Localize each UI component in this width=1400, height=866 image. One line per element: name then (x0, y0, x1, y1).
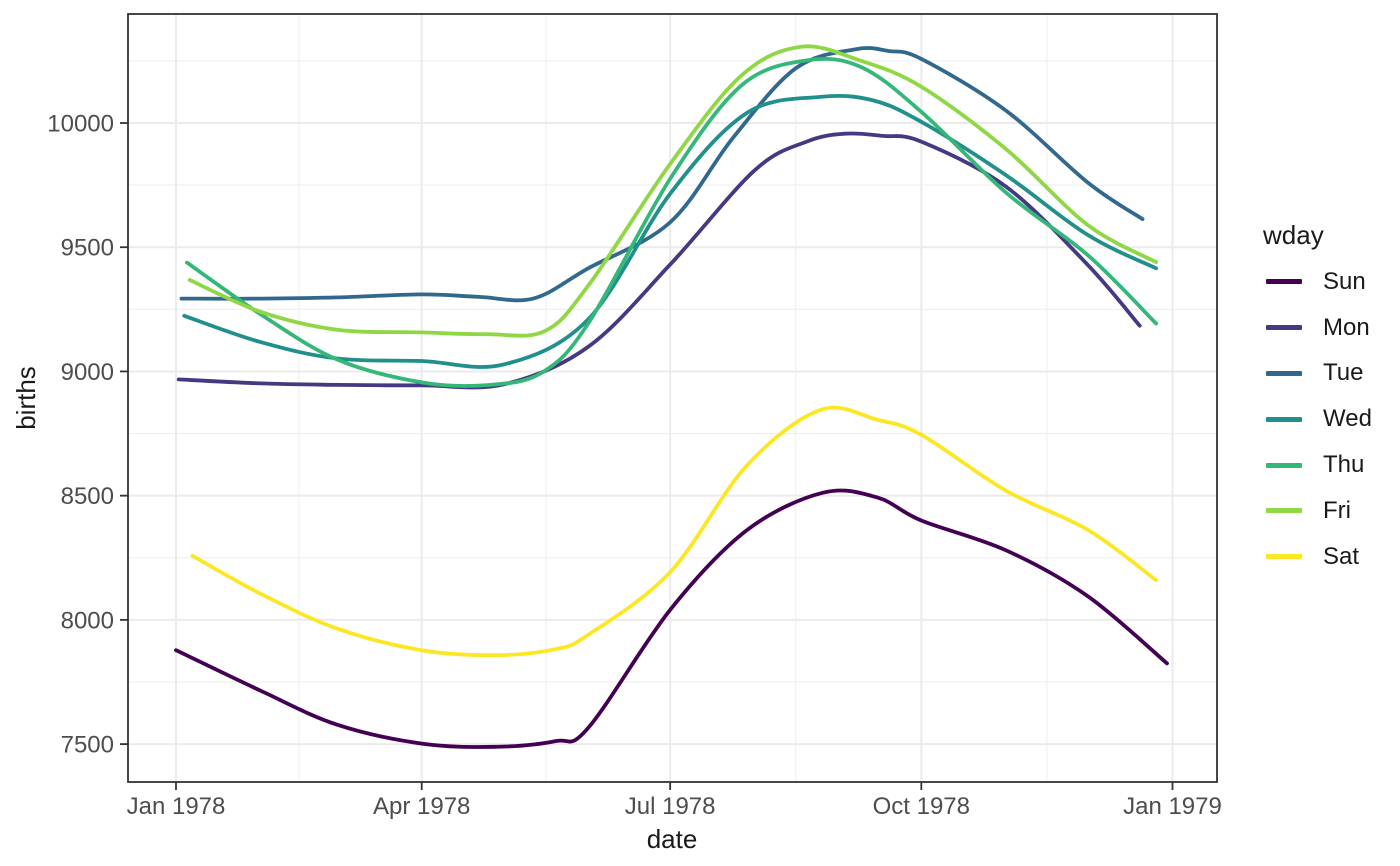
legend-key-line-thu (1266, 462, 1302, 468)
legend-item-sun: Sun (1263, 259, 1372, 305)
series-line-sat (190, 405, 1158, 658)
legend-item-label: Wed (1323, 405, 1372, 433)
series-line-thu (185, 56, 1158, 388)
legend-key-line-tue (1266, 370, 1302, 376)
legend-item-label: Fri (1323, 496, 1351, 524)
legend-items: Sun Mon Tue Wed Thu Fri Sat (1263, 259, 1372, 580)
legend-key-line-mon (1266, 325, 1302, 331)
y-axis-title: births (11, 366, 41, 430)
legend-key-line-sat (1266, 554, 1302, 560)
y-tick-label: 10000 (47, 110, 114, 137)
x-tick-label: Oct 1978 (873, 793, 970, 820)
x-tick-label: Apr 1978 (373, 793, 470, 820)
legend-item-label: Sun (1323, 267, 1366, 295)
legend-item-mon: Mon (1263, 305, 1372, 351)
series-line-fri (187, 44, 1158, 338)
series-line-wed (182, 94, 1158, 369)
series-line-tue (179, 46, 1145, 303)
legend-item-tue: Tue (1263, 351, 1372, 397)
legend-item-thu: Thu (1263, 442, 1372, 488)
legend-key-line-fri (1266, 508, 1302, 514)
panel-background (128, 14, 1217, 782)
x-tick-label: Jan 1979 (1123, 793, 1222, 820)
y-tick-label: 7500 (61, 731, 114, 758)
legend-item-wed: Wed (1263, 396, 1372, 442)
y-tick-label: 9000 (61, 359, 114, 386)
legend-title: wday (1263, 220, 1324, 250)
legend-item-label: Thu (1323, 451, 1365, 479)
x-axis-title: date (646, 824, 698, 854)
legend-item-label: Tue (1323, 359, 1364, 387)
y-tick-label: 8000 (61, 607, 114, 634)
legend-key-line-sun (1266, 279, 1302, 285)
series-line-sun (174, 488, 1169, 749)
legend-key-line-wed (1266, 416, 1302, 422)
y-tick-label: 9500 (61, 235, 114, 262)
legend-item-fri: Fri (1263, 488, 1372, 534)
x-tick-label: Jul 1978 (625, 793, 716, 820)
panel-border (127, 13, 1218, 783)
y-tick-label: 8500 (61, 483, 114, 510)
x-tick-label: Jan 1978 (127, 793, 226, 820)
legend-item-label: Sat (1323, 542, 1360, 570)
legend-item-label: Mon (1323, 313, 1370, 341)
legend-item-sat: Sat (1263, 534, 1372, 580)
legend: wday Sun Mon Tue Wed Thu Fri Sat (1263, 220, 1372, 580)
